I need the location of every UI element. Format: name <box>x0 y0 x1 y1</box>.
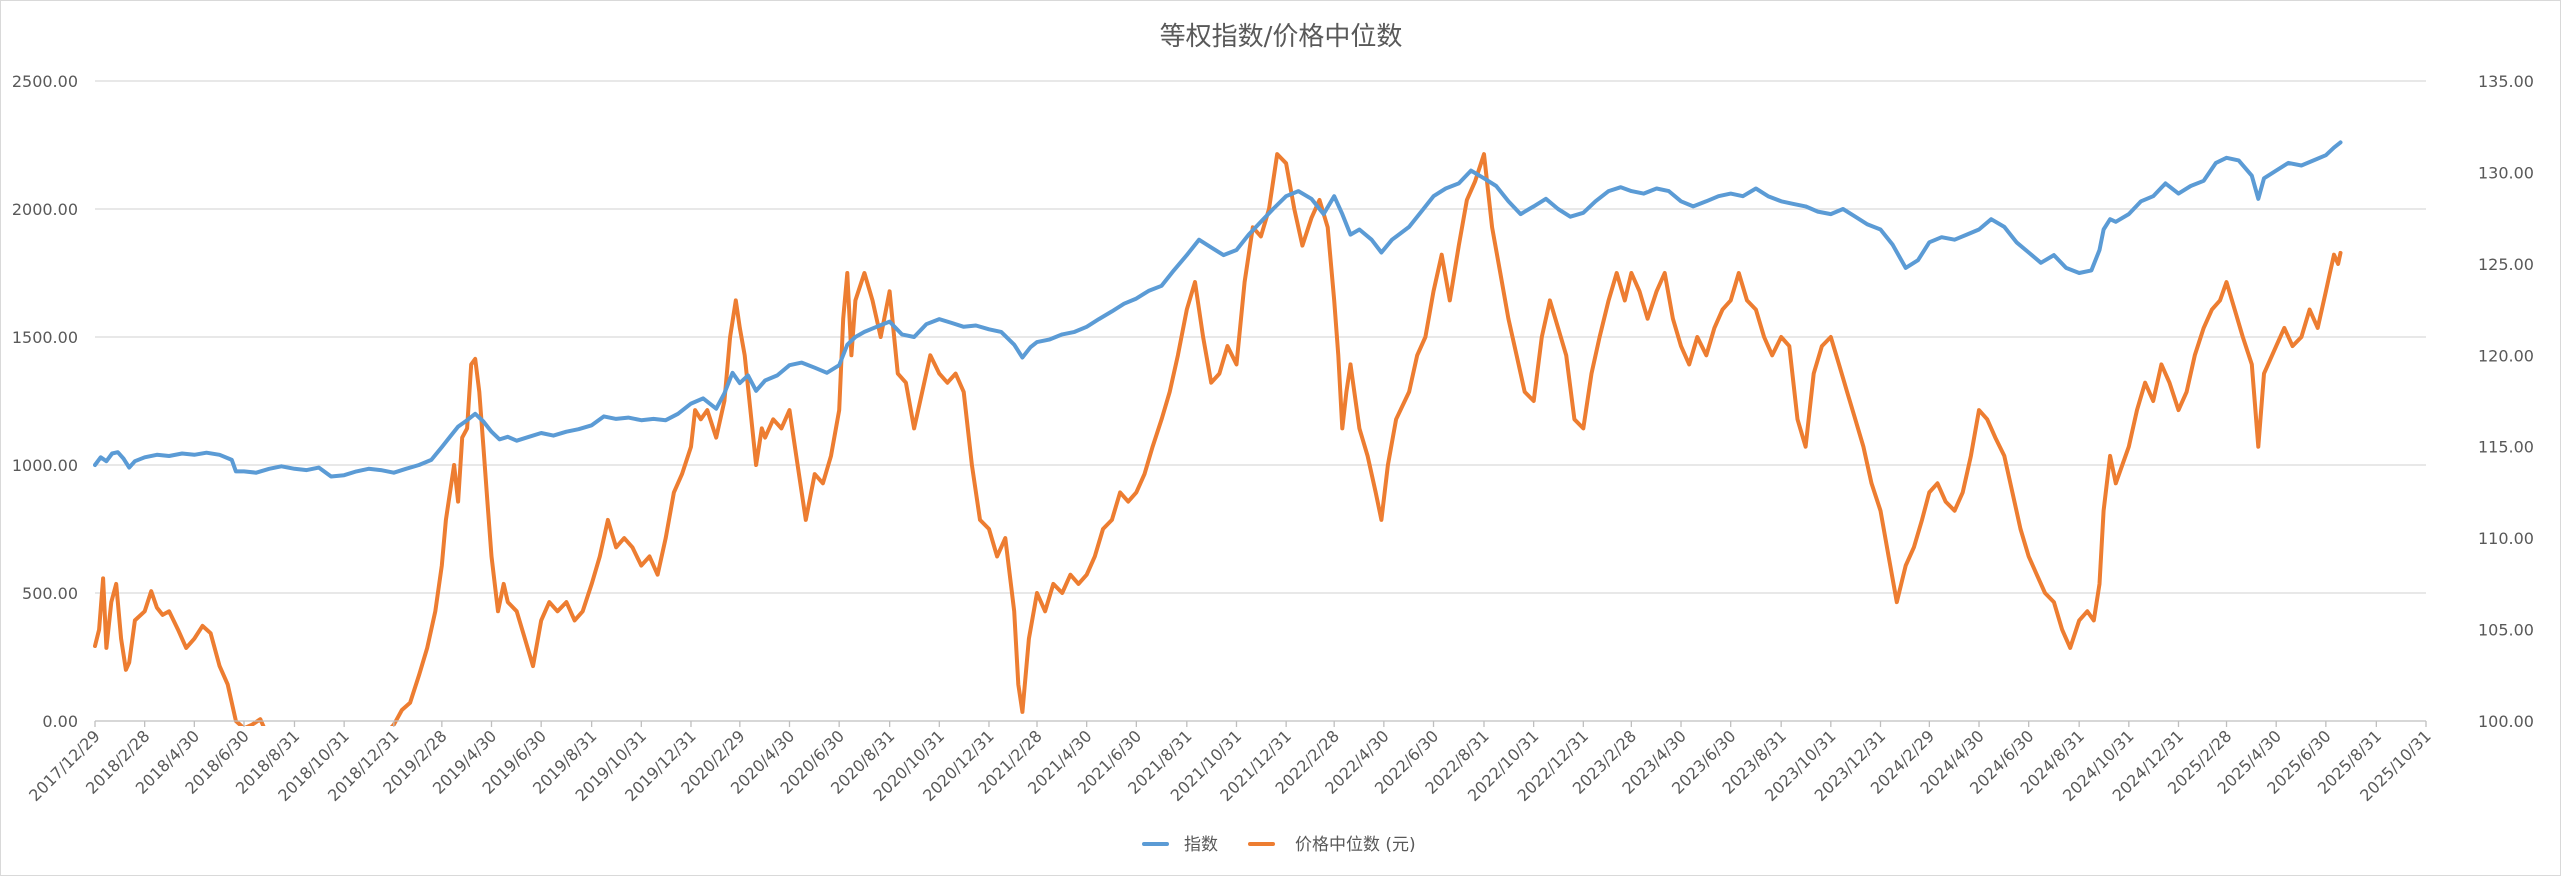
y-left-tick-label: 1000.00 <box>12 456 78 475</box>
y-left-tick-label: 0.00 <box>42 712 78 731</box>
y-left-tick-label: 2000.00 <box>12 200 78 219</box>
y-axis-right-ticks: 100.00 105.00 110.00 115.00 120.00 125.00 130.… <box>2478 72 2534 731</box>
series-lines <box>93 140 2343 726</box>
y-right-tick-label: 100.00 <box>2478 712 2534 731</box>
legend-label: 指数 <box>1184 835 1218 855</box>
y-right-tick-label: 115.00 <box>2478 438 2534 457</box>
legend: 指数 价格中位数 (元) <box>1142 835 1416 855</box>
y-right-tick-label: 125.00 <box>2478 255 2534 274</box>
y-left-tick-label: 1500.00 <box>12 328 78 347</box>
y-right-tick-label: 135.00 <box>2478 72 2534 91</box>
chart-title: 等权指数/价格中位数 <box>1160 22 1403 52</box>
y-left-tick-label: 500.00 <box>22 584 78 603</box>
y-right-tick-label: 120.00 <box>2478 346 2534 365</box>
legend-label: 价格中位数 (元) <box>1295 835 1416 855</box>
series-line-median-price <box>93 152 2343 726</box>
y-left-tick-label: 2500.00 <box>12 72 78 91</box>
x-axis-ticks: 2017/12/292018/2/282018/4/302018/6/30201… <box>25 721 2435 805</box>
series-line-index <box>93 140 2343 479</box>
y-right-tick-label: 110.00 <box>2478 529 2534 548</box>
y-axis-left-ticks: 0.00 500.00 1000.00 1500.00 2000.00 2500.00 <box>12 72 78 731</box>
y-right-tick-label: 105.00 <box>2478 621 2534 640</box>
y-right-tick-label: 130.00 <box>2478 163 2534 182</box>
